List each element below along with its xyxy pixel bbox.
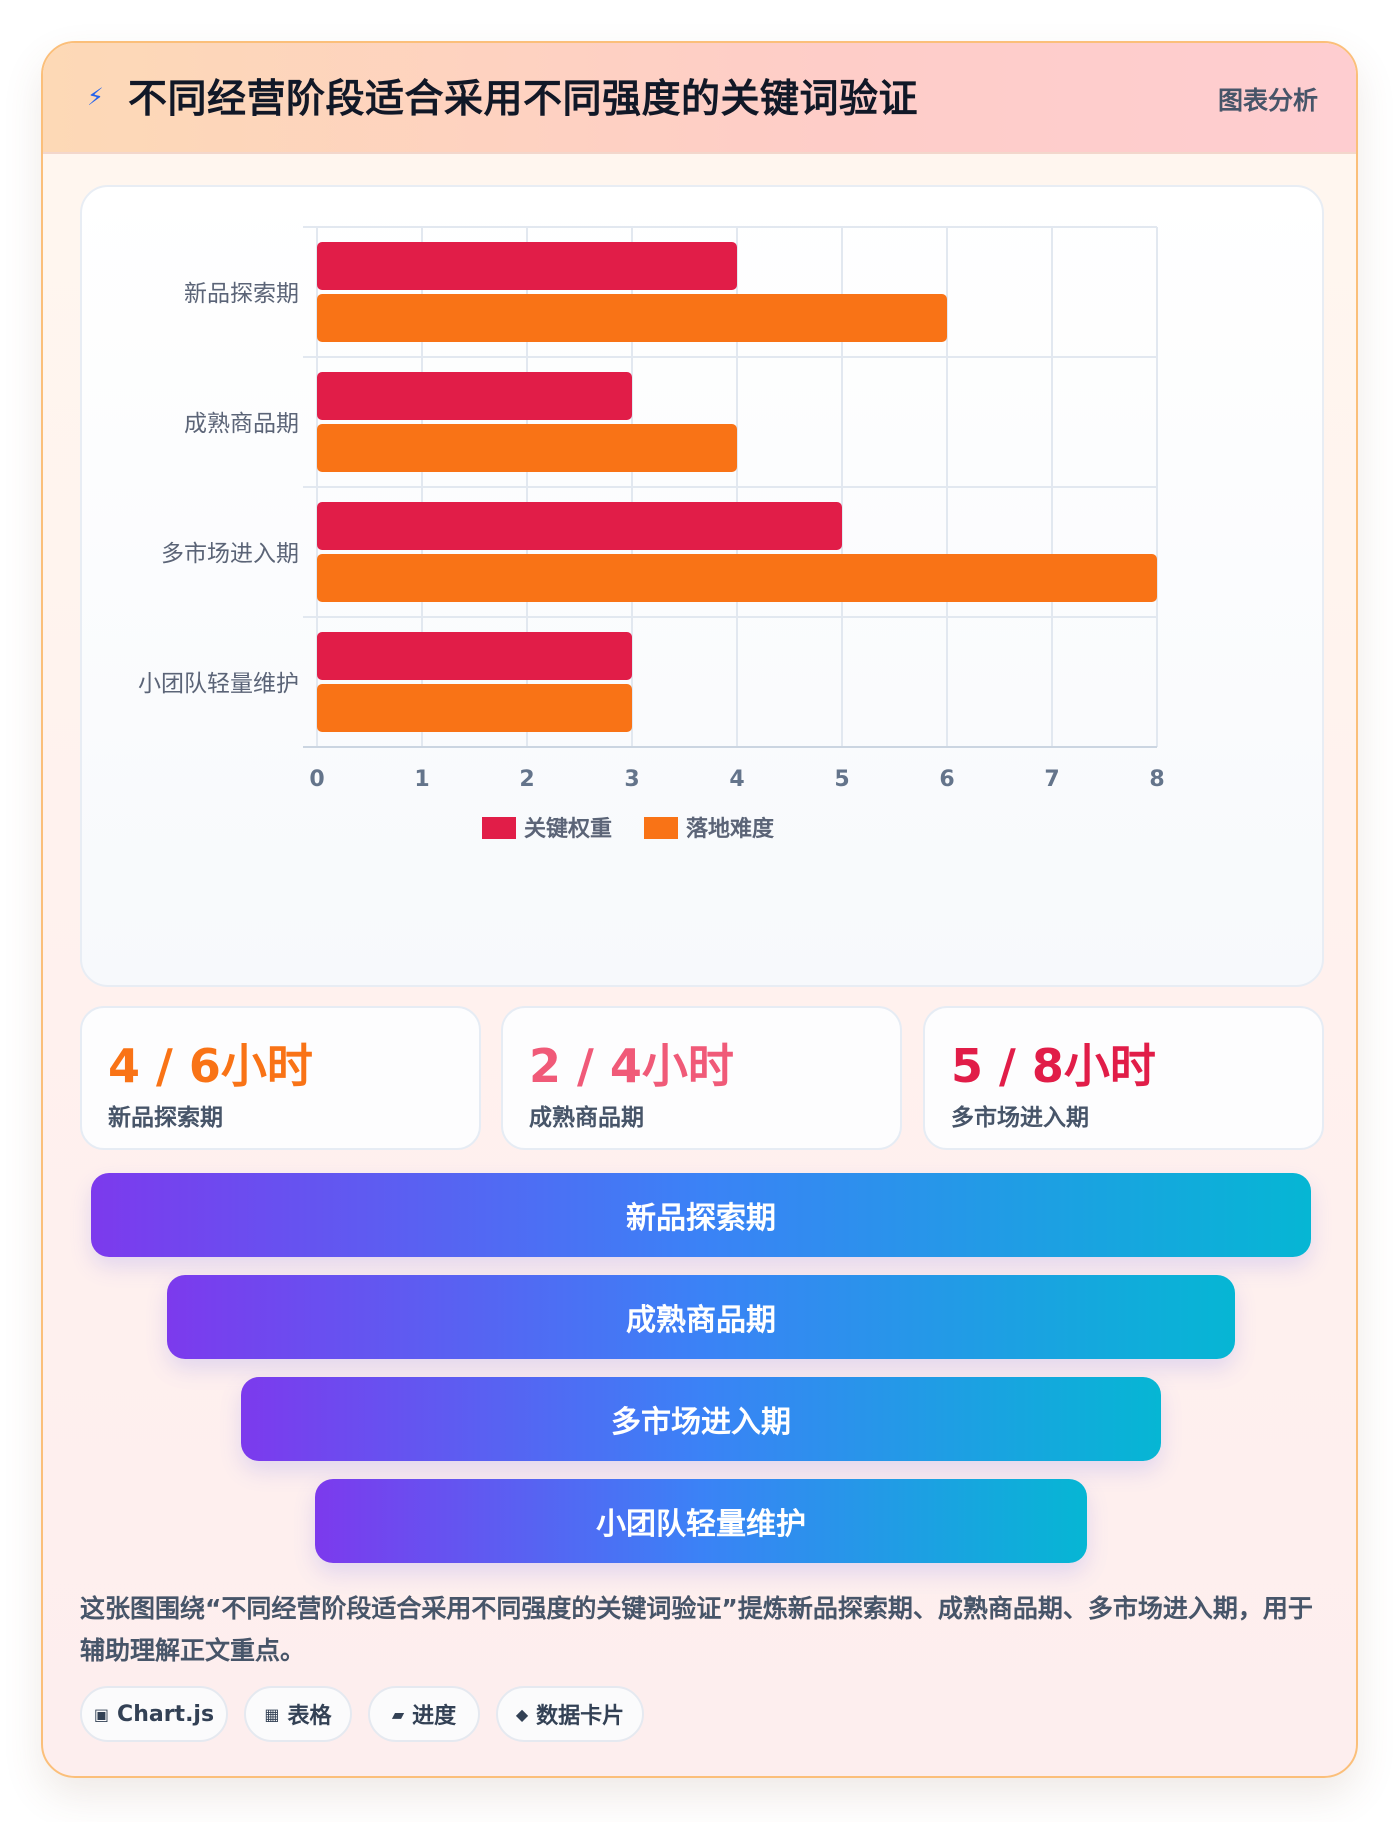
stat-card: 4 / 6小时 新品探索期 (80, 1006, 481, 1150)
stat-label: 成熟商品期 (529, 1105, 644, 1131)
chip-progress[interactable]: ▰ 进度 (368, 1686, 480, 1742)
lightning-icon: ⚡ (87, 83, 104, 111)
chip-label: 数据卡片 (536, 1704, 625, 1729)
card-title: 不同经营阶段适合采用不同强度的关键词验证 (128, 77, 919, 122)
legend-label: 落地难度 (686, 816, 775, 842)
x-tick-label: 0 (309, 767, 324, 792)
bar-0 (317, 502, 842, 550)
chip-label: Chart.js (117, 1701, 215, 1727)
funnel-stage: 多市场进入期 (241, 1377, 1161, 1461)
chart-card: ⚡ 不同经营阶段适合采用不同强度的关键词验证 图表分析 0 1 2 3 4 5 6 7 8 新品探… (41, 41, 1358, 1778)
bar-1 (317, 424, 737, 472)
stat-value: 2 / 4小时 (529, 1039, 734, 1093)
stat-cards: 4 / 6小时 新品探索期 2 / 4小时 成熟商品期 5 / 8小时 多市场进… (80, 1006, 1324, 1150)
funnel-stage: 小团队轻量维护 (315, 1479, 1087, 1563)
chip-data-card[interactable]: ◆ 数据卡片 (496, 1686, 644, 1742)
x-tick-label: 5 (834, 767, 849, 792)
chip-chartjs[interactable]: ▣ Chart.js (80, 1686, 228, 1742)
diamond-icon: ◆ (515, 1704, 529, 1724)
y-tick-label: 多市场进入期 (161, 541, 299, 567)
funnel-stage: 新品探索期 (91, 1173, 1311, 1257)
y-tick-label: 小团队轻量维护 (138, 671, 299, 697)
card-header: ⚡ 不同经营阶段适合采用不同强度的关键词验证 图表分析 (43, 43, 1356, 154)
progress-icon: ▰ (391, 1704, 405, 1724)
funnel-stage: 成熟商品期 (167, 1275, 1235, 1359)
x-tick-label: 7 (1044, 767, 1059, 792)
chip-table[interactable]: ▦ 表格 (244, 1686, 352, 1742)
bar-0 (317, 632, 632, 680)
bar-1 (317, 684, 632, 732)
bar-chart-panel: 0 1 2 3 4 5 6 7 8 新品探索期成熟商品期多市场进入期小团队轻量维护关键权重 落地难度 (80, 185, 1324, 987)
bar-1 (317, 294, 947, 342)
stat-value: 5 / 8小时 (951, 1039, 1156, 1093)
x-tick-label: 2 (519, 767, 534, 792)
tag-chips: ▣ Chart.js ▦ 表格 ▰ 进度 ◆ 数据卡片 (80, 1686, 1324, 1744)
x-tick-label: 1 (414, 767, 429, 792)
y-tick-label: 成熟商品期 (184, 411, 299, 437)
x-tick-label: 8 (1149, 767, 1164, 792)
table-icon: ▦ (264, 1704, 280, 1724)
x-tick-label: 4 (729, 767, 744, 792)
chart-icon: ▣ (93, 1704, 110, 1724)
x-tick-label: 6 (939, 767, 954, 792)
x-tick-label: 3 (624, 767, 639, 792)
stat-card: 2 / 4小时 成熟商品期 (501, 1006, 902, 1150)
y-tick-label: 新品探索期 (184, 281, 299, 307)
chip-label: 进度 (412, 1704, 457, 1729)
chart-analysis-tag: 图表分析 (1217, 86, 1318, 115)
bar-0 (317, 242, 737, 290)
chip-label: 表格 (287, 1704, 332, 1729)
legend-swatch (644, 817, 678, 839)
bar-0 (317, 372, 632, 420)
legend-swatch (482, 817, 516, 839)
chart-description: 这张图围绕“不同经营阶段适合采用不同强度的关键词验证”提炼新品探索期、成熟商品期… (80, 1594, 1313, 1665)
stat-label: 新品探索期 (108, 1105, 223, 1131)
legend-label: 关键权重 (524, 816, 612, 842)
stat-label: 多市场进入期 (951, 1105, 1089, 1131)
stat-card: 5 / 8小时 多市场进入期 (923, 1006, 1324, 1150)
bar-1 (317, 554, 1157, 602)
stat-value: 4 / 6小时 (108, 1039, 313, 1093)
